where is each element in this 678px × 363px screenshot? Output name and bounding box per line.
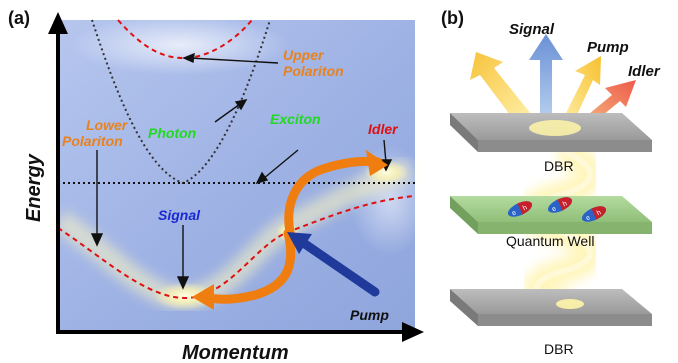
upper-polariton-label-1: Upper: [283, 47, 325, 63]
beam-labels: Signal Pump Idler: [509, 21, 661, 80]
beam-signal: [529, 34, 563, 125]
exciton-pair-1: e h: [507, 201, 533, 217]
scattering-arrows: [192, 150, 388, 310]
exciton-pair-3: e h: [581, 206, 607, 222]
beam-pump-label: Pump: [587, 39, 629, 56]
exciton-particles: e h e h e h: [507, 197, 607, 222]
bottom-dbr-label: DBR: [544, 341, 574, 357]
svg-text:h: h: [596, 209, 603, 217]
x-axis-label: Momentum: [182, 342, 289, 363]
lower-polariton-curve: [57, 195, 416, 300]
quantum-well-slab: [450, 196, 652, 234]
idler-label: Idler: [368, 121, 399, 137]
panel-a-label: (a): [8, 8, 30, 28]
beam-signal-label: Signal: [509, 21, 555, 38]
pump-label: Pump: [350, 307, 389, 323]
svg-text:h: h: [522, 204, 529, 212]
panel-b-label: (b): [441, 8, 464, 28]
top-dbr-slab: [450, 113, 652, 152]
upper-glow: [70, 15, 290, 75]
pump-arrow: [287, 232, 380, 297]
photon-label: Photon: [148, 125, 196, 141]
y-axis-label: Energy: [23, 153, 45, 222]
exciton-label: Exciton: [270, 111, 321, 127]
bottom-spot: [556, 299, 584, 309]
upper-polariton-curve: [117, 19, 253, 60]
beam-idler-label: Idler: [628, 63, 661, 80]
bottom-dbr-slab: [450, 289, 652, 326]
lower-polariton-label-2: Polariton: [62, 133, 123, 149]
lower-polariton-label-1: Lower: [86, 117, 129, 133]
beam-left: [470, 52, 536, 128]
upper-polariton-label-2: Polariton: [283, 63, 344, 79]
svg-text:e: e: [585, 214, 592, 222]
top-dbr-label: DBR: [544, 158, 574, 174]
top-spot: [529, 120, 581, 136]
curve-labels: Upper Polariton Photon Exciton Idler Low…: [62, 47, 399, 323]
beam-pump: [560, 56, 601, 130]
panel-a: (a): [8, 8, 430, 363]
svg-text:e: e: [551, 205, 558, 213]
panel-b: (b) Signal Pump Idler DBR: [441, 8, 661, 357]
svg-text:h: h: [562, 200, 569, 208]
signal-label: Signal: [158, 207, 201, 223]
quantum-well-label: Quantum Well: [506, 233, 594, 249]
signal-glow: [153, 282, 217, 310]
svg-text:e: e: [511, 209, 518, 217]
axes: [48, 12, 424, 342]
exciton-pair-2: e h: [547, 197, 573, 213]
photon-curve: [91, 19, 271, 185]
